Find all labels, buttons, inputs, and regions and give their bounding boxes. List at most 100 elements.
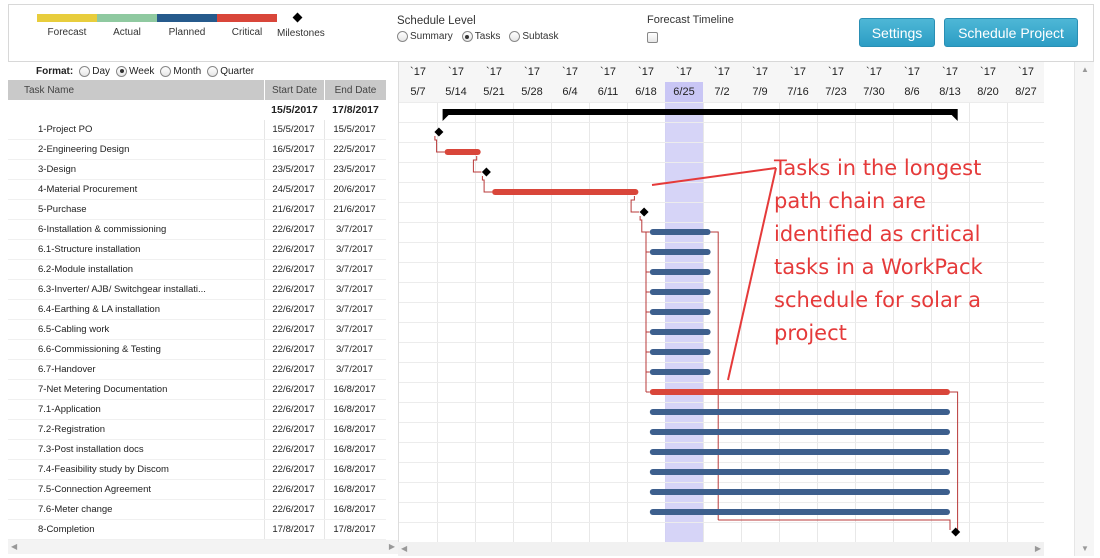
task-end-date: 3/7/2017 bbox=[336, 284, 373, 295]
table-row[interactable]: 7.4-Feasibility study by Discom 22/6/2017… bbox=[8, 460, 386, 480]
radio-button-icon[interactable] bbox=[461, 31, 473, 42]
format-label: Format: bbox=[36, 65, 74, 77]
critical-task-bar[interactable] bbox=[444, 149, 481, 155]
milestone-marker[interactable] bbox=[481, 167, 491, 177]
dependency-link bbox=[710, 231, 719, 520]
planned-task-bar[interactable] bbox=[649, 229, 711, 235]
summary-bar[interactable] bbox=[442, 109, 958, 115]
task-end-date: 20/6/2017 bbox=[333, 184, 376, 195]
table-row[interactable]: 1-Project PO 15/5/2017 15/5/2017 bbox=[8, 120, 386, 140]
planned-task-bar[interactable] bbox=[649, 309, 711, 315]
format-option-quarter[interactable]: Quarter bbox=[207, 65, 255, 77]
format-option-week[interactable]: Week bbox=[116, 65, 154, 77]
task-start-date: 22/6/2017 bbox=[272, 304, 315, 315]
radio-label: Quarter bbox=[220, 65, 255, 77]
column-header-start-date[interactable]: Start Date bbox=[265, 80, 324, 100]
table-row[interactable]: 6.6-Commissioning & Testing 22/6/2017 3/7/… bbox=[8, 340, 386, 360]
task-end-date: 21/6/2017 bbox=[333, 204, 376, 215]
schedule-level-option-tasks[interactable]: Tasks bbox=[461, 31, 500, 42]
schedule-project-button[interactable]: Schedule Project bbox=[944, 18, 1078, 47]
timeline-week-label: 5/14 bbox=[445, 86, 467, 98]
timeline-week-label: 6/4 bbox=[562, 86, 578, 98]
planned-task-bar[interactable] bbox=[649, 429, 950, 435]
planned-task-bar[interactable] bbox=[649, 289, 711, 295]
planned-task-bar[interactable] bbox=[649, 269, 711, 275]
task-name: 6.6-Commissioning & Testing bbox=[38, 344, 161, 355]
scroll-right-arrow-icon[interactable]: ▶ bbox=[388, 542, 395, 551]
timeline-year-label: `17 bbox=[448, 66, 464, 78]
table-row[interactable]: 7-Net Metering Documentation 22/6/2017 16/… bbox=[8, 380, 386, 400]
planned-task-bar[interactable] bbox=[649, 449, 950, 455]
task-end-date: 17/8/2017 bbox=[333, 524, 376, 535]
gantt-horizontal-scrollbar[interactable]: ◀ ▶ bbox=[398, 542, 1044, 556]
scroll-left-arrow-icon[interactable]: ◀ bbox=[11, 542, 18, 551]
task-name: 7.1-Application bbox=[38, 404, 101, 415]
task-name: 6.1-Structure installation bbox=[38, 244, 141, 255]
table-row[interactable]: 6.3-Inverter/ AJB/ Switchgear installati… bbox=[8, 280, 386, 300]
table-row[interactable]: 4-Material Procurement 24/5/2017 20/6/2017 bbox=[8, 180, 386, 200]
table-row[interactable]: 2-Engineering Design 16/5/2017 22/5/2017 bbox=[8, 140, 386, 160]
table-row[interactable]: 7.1-Application 22/6/2017 16/8/2017 bbox=[8, 400, 386, 420]
table-row[interactable]: 3-Design 23/5/2017 23/5/2017 bbox=[8, 160, 386, 180]
schedule-level-option-summary[interactable]: Summary bbox=[397, 31, 453, 42]
scroll-down-arrow-icon[interactable]: ▼ bbox=[1081, 544, 1089, 553]
legend-item-actual: Actual bbox=[97, 14, 157, 38]
planned-task-bar[interactable] bbox=[649, 369, 711, 375]
planned-task-bar[interactable] bbox=[649, 249, 711, 255]
column-header-task-name[interactable]: Task Name bbox=[8, 80, 264, 100]
task-start-date: 22/6/2017 bbox=[272, 484, 315, 495]
table-row[interactable]: 6.4-Earthing & LA installation 22/6/2017 3… bbox=[8, 300, 386, 320]
table-row[interactable]: 6.5-Cabling work 22/6/2017 3/7/2017 bbox=[8, 320, 386, 340]
timeline-year-label: `17 bbox=[1018, 66, 1034, 78]
legend-item-planned: Planned bbox=[157, 14, 217, 38]
table-row[interactable]: 7.2-Registration 22/6/2017 16/8/2017 bbox=[8, 420, 386, 440]
settings-button[interactable]: Settings bbox=[859, 18, 935, 47]
radio-button-icon[interactable] bbox=[160, 65, 172, 77]
task-end-date: 16/8/2017 bbox=[333, 464, 376, 475]
timeline-week-label: 8/27 bbox=[1015, 86, 1037, 98]
radio-label: Summary bbox=[410, 31, 453, 42]
table-row[interactable]: 5-Purchase 21/6/2017 21/6/2017 bbox=[8, 200, 386, 220]
format-option-day[interactable]: Day bbox=[79, 65, 110, 77]
planned-task-bar[interactable] bbox=[649, 489, 950, 495]
timeline-week-label: 8/20 bbox=[977, 86, 999, 98]
table-row[interactable]: 6.2-Module installation 22/6/2017 3/7/2017 bbox=[8, 260, 386, 280]
table-row[interactable]: 6.7-Handover 22/6/2017 3/7/2017 bbox=[8, 360, 386, 380]
table-row[interactable]: 7.5-Connection Agreement 22/6/2017 16/8/20… bbox=[8, 480, 386, 500]
critical-task-bar[interactable] bbox=[649, 389, 950, 395]
schedule-level-option-subtask[interactable]: Subtask bbox=[509, 31, 559, 42]
legend-swatch-milestones bbox=[292, 12, 302, 23]
radio-button-icon[interactable] bbox=[116, 65, 128, 77]
timeline-year-label: `17 bbox=[828, 66, 844, 78]
table-row[interactable]: 7.3-Post installation docs 22/6/2017 16/8/… bbox=[8, 440, 386, 460]
table-row[interactable]: 8-Completion 17/8/2017 17/8/2017 bbox=[8, 520, 386, 540]
table-row[interactable]: 6-Installation & commissioning 22/6/2017 3… bbox=[8, 220, 386, 240]
radio-button-icon[interactable] bbox=[397, 31, 408, 42]
format-option-month[interactable]: Month bbox=[160, 65, 201, 77]
forecast-timeline-checkbox[interactable] bbox=[647, 32, 658, 43]
milestone-marker[interactable] bbox=[434, 127, 444, 137]
planned-task-bar[interactable] bbox=[649, 409, 950, 415]
radio-button-icon[interactable] bbox=[79, 65, 91, 77]
task-end-date: 16/8/2017 bbox=[333, 404, 376, 415]
annotation-callout: Tasks in the longest path chain are iden… bbox=[774, 156, 983, 345]
scroll-up-arrow-icon[interactable]: ▲ bbox=[1081, 65, 1089, 74]
planned-task-bar[interactable] bbox=[649, 349, 711, 355]
dependency-link bbox=[434, 136, 445, 153]
toolbar: Forecast Actual Planned Critical Milestones … bbox=[8, 4, 1094, 62]
planned-task-bar[interactable] bbox=[649, 469, 950, 475]
planned-task-bar[interactable] bbox=[649, 509, 950, 515]
critical-task-bar[interactable] bbox=[492, 189, 639, 195]
left-horizontal-scrollbar[interactable]: ◀ ▶ bbox=[8, 540, 398, 554]
gantt-scroll-right-icon[interactable]: ▶ bbox=[1034, 544, 1041, 553]
radio-button-icon[interactable] bbox=[207, 65, 219, 77]
column-header-end-date[interactable]: End Date bbox=[325, 80, 386, 100]
table-row[interactable]: 7.6-Meter change 22/6/2017 16/8/2017 bbox=[8, 500, 386, 520]
radio-button-icon[interactable] bbox=[509, 31, 521, 42]
gantt-scroll-left-icon[interactable]: ◀ bbox=[401, 544, 408, 553]
table-row[interactable]: 6.1-Structure installation 22/6/2017 3/7/2… bbox=[8, 240, 386, 260]
planned-task-bar[interactable] bbox=[649, 329, 711, 335]
milestone-marker[interactable] bbox=[951, 527, 961, 537]
milestone-marker[interactable] bbox=[639, 207, 649, 217]
vertical-scrollbar[interactable]: ▲ ▼ bbox=[1074, 62, 1094, 556]
